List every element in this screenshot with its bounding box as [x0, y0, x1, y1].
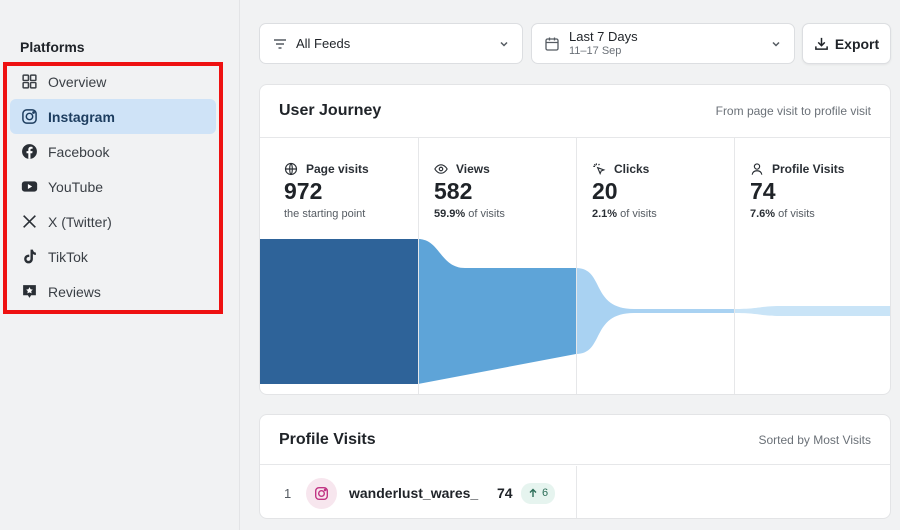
sidebar-item-label: Facebook [48, 143, 110, 160]
highlight-box [3, 62, 223, 314]
stage-description: 7.6% of visits [750, 208, 815, 220]
profile-visit-count: 74 [497, 485, 513, 501]
stage-profile-visits: Profile Visits 74 7.6% of visits [735, 138, 890, 394]
user-journey-subtitle: From page visit to profile visit [715, 104, 871, 118]
stage-description: 2.1% of visits [592, 208, 657, 220]
user-journey-title: User Journey [279, 102, 382, 119]
avatar [306, 477, 337, 509]
feeds-select[interactable]: All Feeds [259, 23, 523, 64]
journey-funnel [260, 239, 890, 384]
stage-value: 74 [750, 178, 776, 204]
instagram-icon [20, 108, 38, 126]
profile-visits-title: Profile Visits [279, 430, 376, 448]
delta-badge: 6 [521, 482, 556, 504]
reviews-icon [20, 283, 38, 301]
youtube-icon [20, 178, 38, 196]
sidebar: Platforms Overview Instagram Facebook Yo… [0, 0, 240, 530]
x-icon [20, 213, 38, 231]
profile-visits-card: Profile Visits Sorted by Most Visits 1 w… [259, 414, 891, 519]
stage-clicks: Clicks 20 2.1% of visits [577, 138, 735, 394]
funnel-segment-page-visits [260, 239, 460, 384]
tiktok-icon [20, 248, 38, 266]
stage-description: 59.9% of visits [434, 208, 505, 220]
stage-name: Clicks [614, 162, 650, 176]
stage-description: the starting point [284, 208, 366, 220]
user-journey-card: User Journey From page visit to profile … [259, 84, 891, 395]
stage-value: 20 [592, 178, 618, 204]
facebook-icon [20, 143, 38, 161]
stage-value: 582 [434, 178, 473, 204]
sidebar-item-label: YouTube [48, 178, 104, 195]
user-journey-header: User Journey From page visit to profile … [260, 85, 890, 138]
instagram-icon [314, 486, 329, 500]
sidebar-item-tiktok[interactable]: TikTok [10, 239, 216, 274]
sidebar-item-x-twitter[interactable]: X (Twitter) [10, 204, 216, 239]
sidebar-title: Platforms [20, 39, 85, 55]
stage-page-visits: Page visits 972 the starting point [260, 138, 419, 394]
row-rank: 1 [284, 485, 292, 501]
sidebar-item-label: Reviews [48, 283, 101, 300]
user-icon [751, 163, 763, 175]
sidebar-item-facebook[interactable]: Facebook [10, 134, 216, 169]
sidebar-item-youtube[interactable]: YouTube [10, 169, 216, 204]
grid-icon [20, 73, 38, 91]
filter-icon [274, 38, 286, 49]
download-icon [814, 37, 828, 50]
profile-visits-sort[interactable]: Sorted by Most Visits [758, 432, 872, 447]
journey-stages: Page visits 972 the starting point Views… [260, 138, 890, 394]
row-divider [576, 466, 577, 518]
profile-name[interactable]: wanderlust_wares_ [349, 485, 479, 501]
stage-name: Views [456, 162, 490, 176]
stage-value: 972 [284, 178, 323, 204]
sidebar-item-instagram[interactable]: Instagram [10, 99, 216, 134]
eye-icon [434, 164, 448, 174]
globe-icon [284, 162, 298, 176]
delta-value: 6 [542, 487, 549, 499]
stage-percent: 59.9% [434, 208, 466, 220]
funnel-segment-views [418, 239, 576, 384]
export-button[interactable]: Export [802, 23, 891, 64]
stage-percent: 7.6% [750, 208, 776, 220]
stage-percent: 2.1% [592, 208, 618, 220]
funnel-segment-clicks [576, 268, 734, 354]
table-row[interactable]: 1 wanderlust_wares_ 74 6 [260, 466, 890, 518]
sidebar-item-label: Instagram [48, 108, 115, 125]
sidebar-item-label: X (Twitter) [48, 213, 112, 230]
calendar-icon [545, 37, 559, 51]
date-range-dates: 11–17 Sep [569, 44, 622, 57]
date-range-select[interactable]: Last 7 Days 11–17 Sep [531, 23, 795, 64]
stage-name: Page visits [306, 162, 369, 176]
sidebar-item-reviews[interactable]: Reviews [10, 274, 216, 309]
sidebar-item-overview[interactable]: Overview [10, 64, 216, 99]
stage-name: Profile Visits [772, 162, 845, 176]
chevron-down-icon [772, 41, 780, 47]
arrow-up-icon [529, 488, 537, 497]
platform-nav: Overview Instagram Facebook YouTube X (T… [10, 64, 216, 309]
sidebar-item-label: Overview [48, 73, 107, 90]
cursor-click-icon [593, 163, 606, 176]
export-label: Export [834, 35, 880, 52]
chevron-down-icon [500, 41, 508, 47]
funnel-segment-profile-visits [734, 306, 890, 316]
profile-visits-header: Profile Visits Sorted by Most Visits [260, 415, 890, 465]
sidebar-item-label: TikTok [48, 248, 88, 265]
stage-views: Views 582 59.9% of visits [419, 138, 577, 394]
feeds-select-value: All Feeds [296, 36, 351, 51]
date-range-label: Last 7 Days [569, 29, 638, 45]
